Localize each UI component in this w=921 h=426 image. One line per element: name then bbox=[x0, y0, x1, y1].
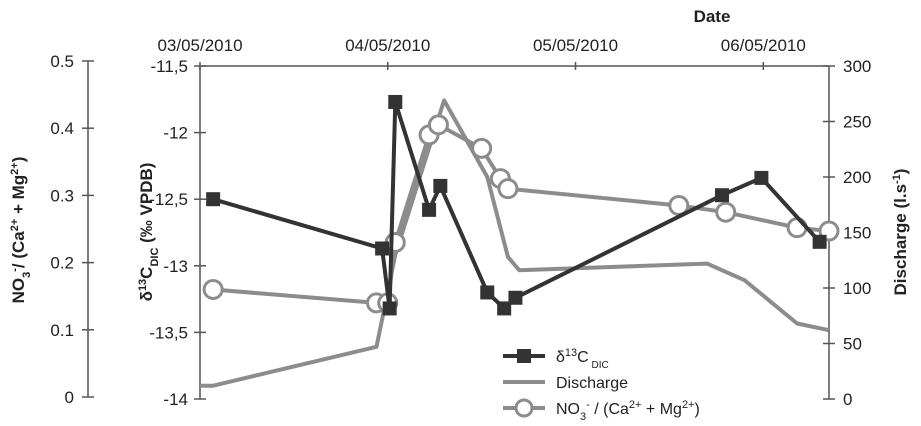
right-tick-label: 200 bbox=[843, 168, 871, 187]
right-tick-label: 300 bbox=[843, 57, 871, 76]
right-tick-label: 250 bbox=[843, 113, 871, 132]
series-point-d13c bbox=[508, 290, 523, 305]
series-point-nitrate bbox=[202, 278, 224, 300]
series-point-d13c bbox=[754, 170, 769, 185]
x-tick-label: 03/05/2010 bbox=[157, 36, 242, 55]
inner-left-tick-label: -12,5 bbox=[149, 190, 188, 209]
x-axis-title: Date bbox=[694, 7, 731, 26]
inner-left-tick-label: -13 bbox=[163, 257, 188, 276]
inner-left-tick-label: -11,5 bbox=[151, 57, 189, 76]
outer-left-tick-label: 0.3 bbox=[50, 186, 74, 205]
axis-ticks: 03/05/2010 04/05/2010 05/05/2010 06/05/2010… bbox=[50, 36, 871, 409]
series-line-discharge bbox=[200, 98, 830, 388]
series-point-nitrate bbox=[427, 114, 449, 136]
right-tick-label: 150 bbox=[843, 224, 871, 243]
series-point-d13c bbox=[480, 285, 495, 300]
series-point-d13c bbox=[422, 202, 437, 217]
inner-left-tick-label: -14 bbox=[163, 390, 188, 409]
legend-d13c-label: δ13C DIC bbox=[556, 347, 609, 371]
series-point-d13c bbox=[388, 94, 403, 109]
series-point-nitrate bbox=[715, 201, 737, 223]
x-tick-label: 06/05/2010 bbox=[721, 36, 806, 55]
series-point-nitrate bbox=[497, 178, 519, 200]
right-axis-title: Discharge (l.s-1) bbox=[891, 169, 910, 296]
inner-left-tick-label: -13,5 bbox=[149, 323, 188, 342]
series-point-d13c bbox=[433, 178, 448, 193]
outer-left-tick-label: 0.5 bbox=[50, 52, 74, 71]
right-tick-label: 50 bbox=[843, 335, 862, 354]
legend-nitrate-marker bbox=[514, 398, 534, 418]
right-tick-label: 100 bbox=[843, 279, 871, 298]
inner-left-tick-label: -12 bbox=[163, 124, 188, 143]
outer-left-axis-title: NO3-/ (Ca2+ + Mg2+) bbox=[9, 157, 33, 304]
legend-discharge-label: Discharge bbox=[556, 375, 628, 392]
inner-left-axis-title: δ13CDIC (‰ VPDB) bbox=[137, 163, 161, 302]
legend-item-nitrate-ratio: NO3- / (Ca2+ + Mg2+) bbox=[503, 398, 700, 423]
outer-left-tick-label: 0.2 bbox=[50, 254, 74, 273]
series-point-d13c bbox=[375, 241, 390, 256]
right-tick-label: 0 bbox=[843, 390, 852, 409]
legend-item-discharge: Discharge bbox=[503, 375, 628, 392]
outer-left-tick-label: 0.4 bbox=[50, 119, 74, 138]
series-group bbox=[200, 94, 840, 388]
series-point-d13c bbox=[206, 192, 221, 207]
x-tick-label: 04/05/2010 bbox=[345, 36, 430, 55]
legend-d13c-marker bbox=[517, 349, 531, 363]
series-point-d13c bbox=[382, 301, 397, 316]
legend-item-d13c: δ13C DIC bbox=[503, 347, 609, 371]
outer-left-tick-label: 0.1 bbox=[50, 321, 74, 340]
series-point-nitrate bbox=[471, 137, 493, 159]
legend: δ13C DIC Discharge NO3- / (Ca2+ + Mg2+) bbox=[503, 347, 700, 423]
series-point-d13c bbox=[714, 188, 729, 203]
series-point-d13c bbox=[497, 301, 512, 316]
outer-left-tick-label: 0 bbox=[65, 388, 74, 407]
legend-nitrate-label: NO3- / (Ca2+ + Mg2+) bbox=[556, 399, 700, 421]
series-point-d13c bbox=[812, 234, 827, 249]
x-tick-label: 05/05/2010 bbox=[533, 36, 618, 55]
